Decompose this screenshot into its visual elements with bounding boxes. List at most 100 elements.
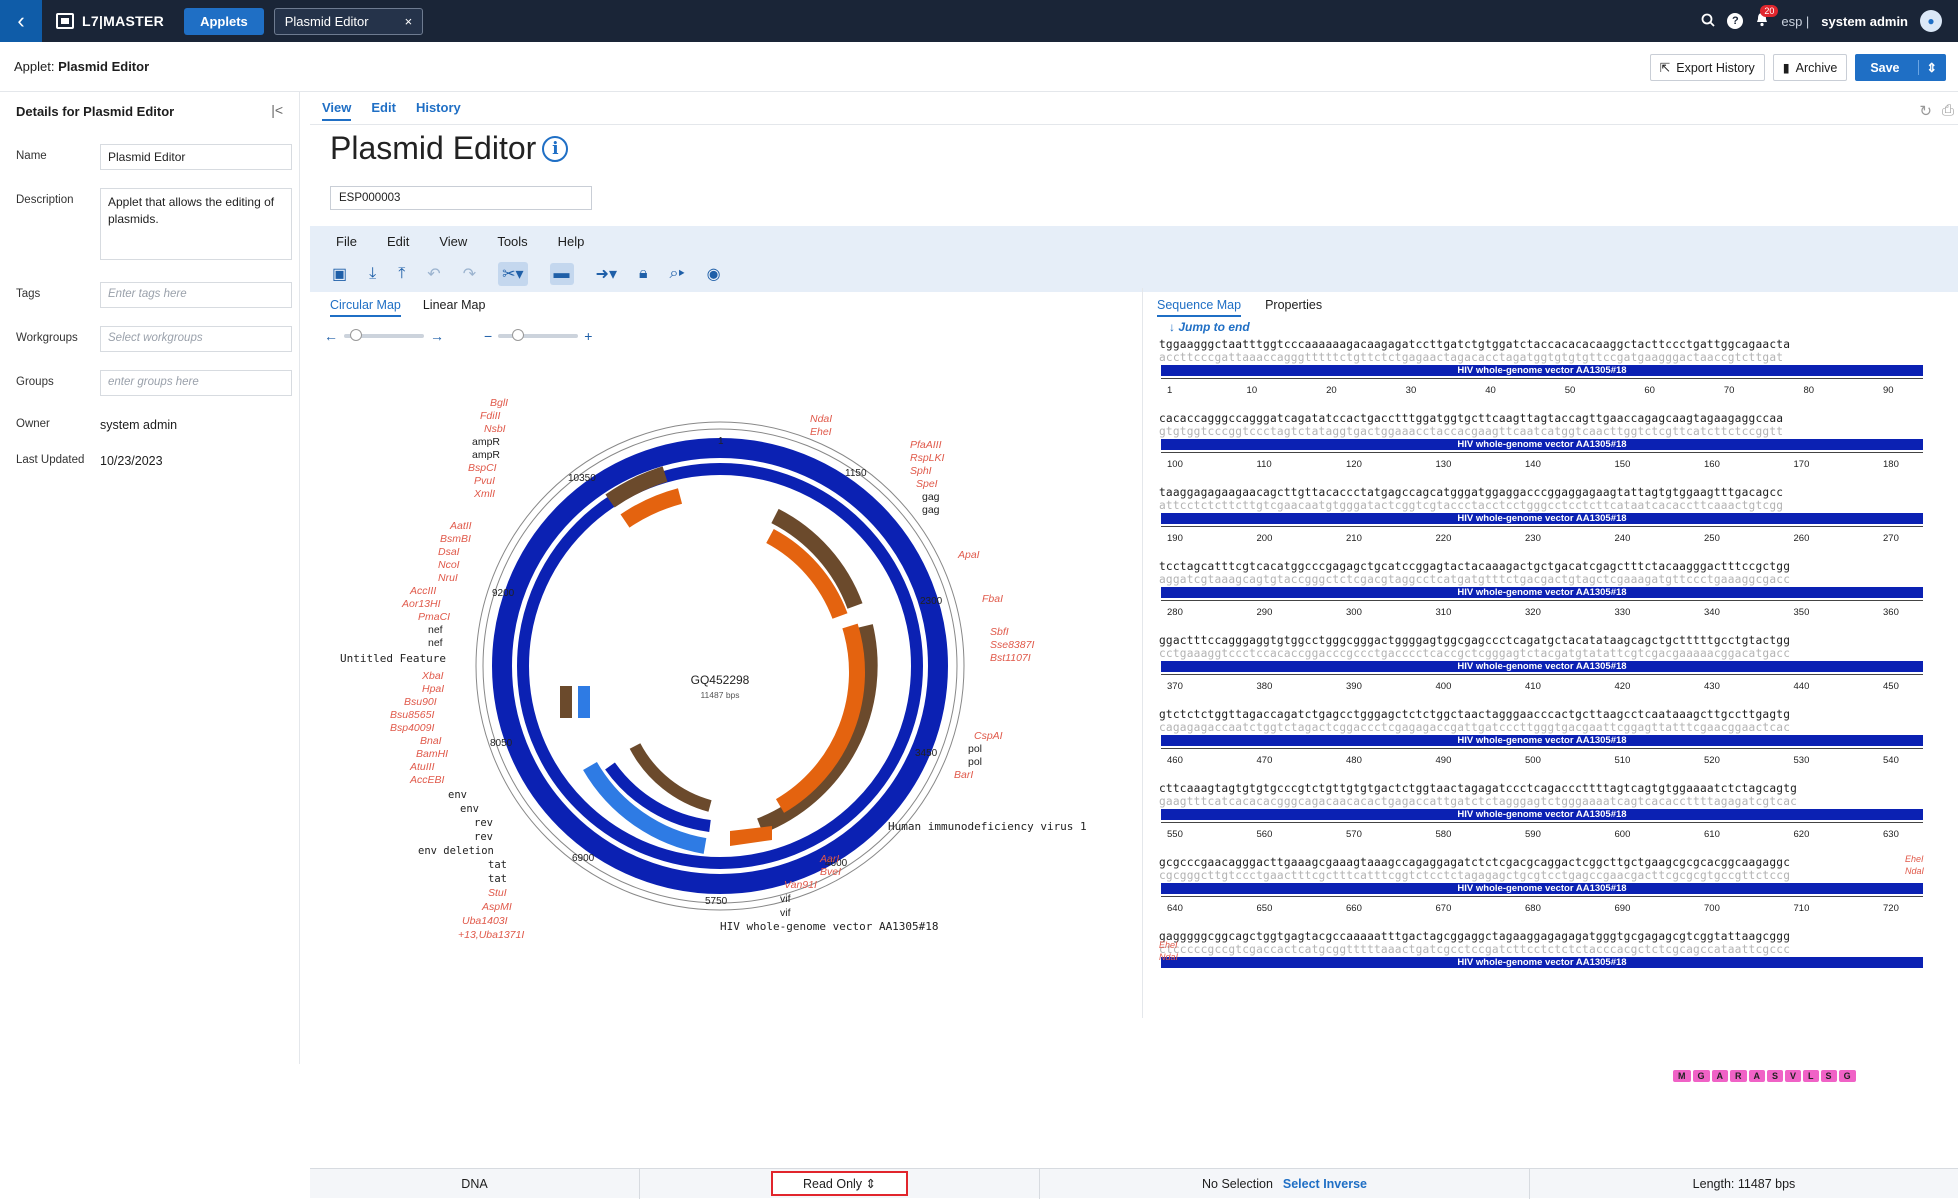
search-icon[interactable] [1701,13,1715,30]
enzyme-label[interactable]: CspAI [974,730,1003,742]
seq-enzyme-label[interactable]: NdaI [1159,952,1179,962]
collapse-panel-icon[interactable]: |< [271,102,283,118]
enzyme-label[interactable]: +13,Uba1371I [458,929,524,941]
feature-label[interactable]: nef [428,624,443,636]
enzyme-label[interactable]: AspMI [481,901,512,913]
feature-bar[interactable]: HIV whole-genome vector AA1305#18 [1161,513,1923,524]
enzyme-label[interactable]: PmaCI [418,611,450,623]
feature-arc[interactable] [766,528,848,619]
bell-icon[interactable]: 20 [1755,5,1779,30]
groups-input[interactable]: enter groups here [100,370,292,396]
redo-icon[interactable]: ↷ [462,266,477,283]
enzyme-label[interactable]: FbaI [982,593,1003,605]
seq-enzyme-label[interactable]: NdaI [1905,866,1925,876]
enzyme-label[interactable]: Sse8387I [990,639,1034,651]
untitled-feature-label[interactable]: Untitled Feature [340,652,446,665]
sequence-reverse-strand[interactable]: ctcccccgccgtcgaccactcatgcggtttttaaactgat… [1159,943,1791,956]
read-only-select[interactable]: Read Only ⇕ [770,1171,909,1196]
enzyme-label[interactable]: Van91I [784,879,817,891]
tab-circular-map[interactable]: Circular Map [330,298,401,317]
feature-label[interactable]: tat [488,873,507,885]
feature-bar[interactable]: HIV whole-genome vector AA1305#18 [1161,735,1923,746]
sequence-reverse-strand[interactable]: accttcccgattaaaccagggtttttctgttctctgagaa… [1159,351,1784,364]
amino-acid[interactable]: A [1711,1070,1729,1082]
sequence-row[interactable]: gcgcccgaacagggacttgaaagcgaaagtaaagccagag… [1143,856,1943,930]
sequence-forward-strand[interactable]: gtctctctggttagaccagatctgagcctgggagctctct… [1159,708,1791,721]
user-name[interactable]: system admin [1821,13,1908,29]
zoom-knob[interactable] [512,329,525,341]
sequence-reverse-strand[interactable]: cctgaaaggtccctccacaccggacccgccctgacccctc… [1159,647,1791,660]
feature-label[interactable]: env [460,803,479,815]
tags-input[interactable]: Enter tags here [100,282,292,308]
refresh-icon[interactable]: ↻ [1919,103,1932,120]
enzyme-label[interactable]: Uba1403I [462,915,508,927]
enzyme-label[interactable]: XmlI [473,488,495,500]
tab-edit[interactable]: Edit [371,100,396,115]
enzyme-label[interactable]: ApaI [957,549,980,561]
enzyme-label[interactable]: NsbI [484,423,506,435]
feature-arc[interactable] [605,762,711,832]
tab-history[interactable]: History [415,100,461,115]
enzyme-label[interactable]: BnaI [420,735,442,747]
feature-bar[interactable]: HIV whole-genome vector AA1305#18 [1161,883,1923,894]
tab-sequence-map[interactable]: Sequence Map [1157,298,1242,317]
arrow-right-icon[interactable]: → [430,328,444,344]
enzyme-label[interactable]: BsmBI [440,533,471,545]
enzyme-label[interactable]: AccIII [409,585,436,597]
feature-bar[interactable]: HIV whole-genome vector AA1305#18 [1161,439,1923,450]
applets-button[interactable]: Applets [184,7,264,35]
feature-arc[interactable] [620,488,683,528]
enzyme-label[interactable]: SbfI [990,626,1009,638]
feature-arc[interactable] [757,624,878,834]
feature-ring[interactable] [517,463,923,869]
sequence-row[interactable]: ggactttccagggaggtgtggcctgggcgggactggggag… [1143,634,1943,708]
enzyme-label[interactable]: NdaI [810,413,832,425]
undo-icon[interactable]: ↶ [427,266,441,283]
zoom-out-icon[interactable]: − [484,328,493,344]
feature-bar[interactable]: HIV whole-genome vector AA1305#18 [1161,957,1923,968]
zoom-track[interactable] [498,329,579,341]
menu-edit[interactable]: Edit [386,233,410,249]
sequence-reverse-strand[interactable]: gaagtttcatcacacacgggcagacaacacactgagacca… [1159,795,1798,808]
enzyme-label[interactable]: XbaI [421,670,444,682]
menu-help[interactable]: Help [557,233,585,249]
sequence-row[interactable]: tggaagggctaatttggtcccaaaaaagacaagagatcct… [1143,338,1943,412]
feature-arc[interactable] [771,508,863,609]
archive-button[interactable]: ▮ Archive [1772,54,1848,81]
feature-label[interactable]: pol [968,743,982,755]
enzyme-label[interactable]: AtuIII [409,761,435,773]
feature-label[interactable]: tat [488,859,507,871]
select-inverse-link[interactable]: Select Inverse [1282,1176,1367,1191]
feature-arc[interactable] [583,761,707,854]
enzyme-label[interactable]: BveI [820,866,841,878]
menu-tools[interactable]: Tools [497,233,528,249]
zoom-in-icon[interactable]: + [584,328,593,344]
save-dropdown-icon[interactable]: ⇕ [1917,60,1945,75]
jump-to-end-link[interactable]: ↓ Jump to end [1169,320,1250,334]
sequence-forward-strand[interactable]: gcgcccgaacagggacttgaaagcgaaagtaaagccagag… [1159,856,1791,869]
enzyme-label[interactable]: NcoI [438,559,460,571]
enzyme-label[interactable]: AccEBI [409,774,445,786]
feature-label[interactable]: ampR [472,436,500,448]
enzyme-label[interactable]: Bsu90I [404,696,437,708]
workgroups-input[interactable]: Select workgroups [100,326,292,352]
arrow-left-icon[interactable]: ← [324,328,338,344]
info-icon[interactable]: i [542,135,569,162]
enzyme-label[interactable]: Bsp4009I [390,722,434,734]
zoom-slider[interactable]: − + [484,328,592,344]
name-field[interactable]: Plasmid Editor [100,144,292,170]
enzyme-label[interactable]: RspLKI [910,452,945,464]
enzyme-label[interactable]: PfaAIII [910,439,942,451]
save-icon[interactable]: ▣ [332,266,348,283]
enzyme-label[interactable]: BarI [954,769,973,781]
lock-icon[interactable]: 🔒︎ [638,265,648,282]
tab-view[interactable]: View [322,100,352,121]
sequence-forward-strand[interactable]: tggaagggctaatttggtcccaaaaaagacaagagatcct… [1159,338,1791,351]
enzyme-label[interactable]: Aor13HI [401,598,441,610]
amino-acid[interactable]: A [1748,1070,1766,1082]
enzyme-label[interactable]: PvuI [474,475,495,487]
sequence-row[interactable]: cttcaaagtagtgtgtgcccgtctgttgtgtgactctggt… [1143,782,1943,856]
feature-bar[interactable]: HIV whole-genome vector AA1305#18 [1161,809,1923,820]
amino-acid[interactable]: G [1692,1070,1710,1082]
amino-acid[interactable]: S [1767,1070,1784,1082]
